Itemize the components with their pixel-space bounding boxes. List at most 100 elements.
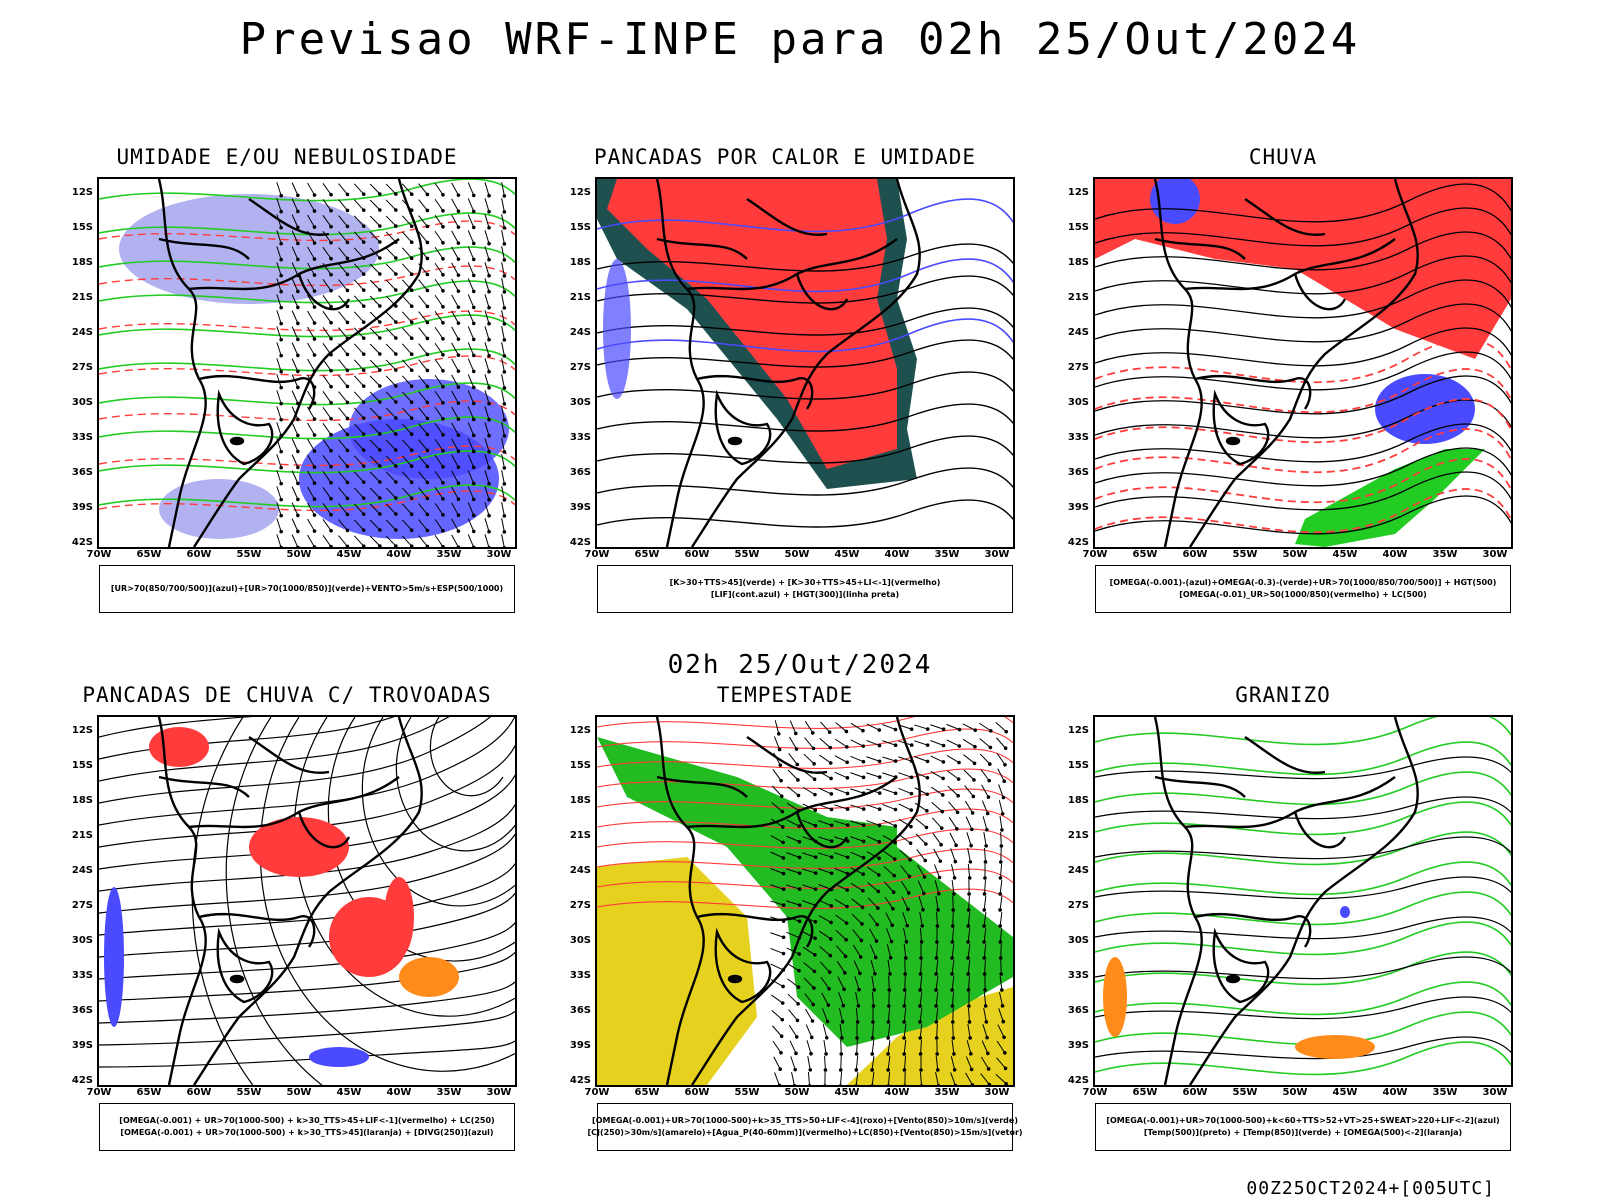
longitude-label: 55W	[236, 549, 262, 560]
longitude-label: 65W	[136, 1087, 162, 1098]
latitude-label: 36S	[71, 1005, 93, 1016]
longitude-label: 35W	[1432, 1087, 1458, 1098]
longitude-label: 35W	[1432, 549, 1458, 560]
latitude-label: 36S	[569, 467, 591, 478]
rh-low-level-contour	[99, 484, 515, 508]
lc-500-contour	[1095, 458, 1511, 504]
thickness-contour	[99, 355, 515, 377]
thickness-contour	[99, 400, 515, 422]
panel-legend: [UR>70(850/700/500)](azul)+[UR>70(1000/8…	[99, 565, 515, 613]
longitude-label: 60W	[1182, 1087, 1208, 1098]
temp-850-contour	[1095, 861, 1511, 896]
panel-title: GRANIZO	[1235, 683, 1331, 707]
latitude-label: 39S	[1067, 502, 1089, 513]
legend-line: [OMEGA(-0.001) + UR>70(1000-500) + k>30_…	[120, 1128, 494, 1137]
rh-high-area	[349, 379, 509, 479]
hgt-300-contour	[597, 243, 1013, 272]
latitude-label: 36S	[1067, 467, 1089, 478]
legend-line: [OMEGA(-0.01)_UR>50(1000/850)(vermelho) …	[1179, 590, 1427, 599]
latitude-label: 42S	[71, 537, 93, 548]
jet-250-yellow-area	[597, 857, 757, 1085]
longitude-label: 30W	[486, 549, 512, 560]
latitude-label: 12S	[569, 187, 591, 198]
latitude-label: 30S	[71, 397, 93, 408]
map-panel: GRANIZO 12S 15S 18S 21S 24S 27S 30S 33S 36S 39S 42S…	[1043, 683, 1523, 1158]
legend-line: [Temp(500)](preto) + [Temp(850)](verde) …	[1143, 1128, 1463, 1137]
longitude-label: 55W	[734, 549, 760, 560]
latitude-label: 33S	[569, 432, 591, 443]
longitude-label: 60W	[684, 1087, 710, 1098]
latitude-label: 18S	[71, 795, 93, 806]
map-frame	[595, 715, 1015, 1087]
hgt-500-contour	[1095, 303, 1511, 343]
temp-850-contour	[1095, 771, 1511, 806]
longitude-label: 50W	[784, 1087, 810, 1098]
latitude-label: 27S	[1067, 900, 1089, 911]
temp-500-contour	[1095, 756, 1511, 780]
latitude-label: 24S	[71, 327, 93, 338]
legend-line: [UR>70(850/700/500)](azul)+[UR>70(1000/8…	[110, 584, 504, 593]
longitude-label: 35W	[934, 1087, 960, 1098]
longitude-label: 65W	[1132, 549, 1158, 560]
temp-500-contour	[1095, 1036, 1511, 1060]
water-vapor-contour	[597, 848, 1013, 869]
hgt-300-contour	[597, 339, 1013, 368]
hgt-500-contour	[1095, 183, 1511, 223]
longitude-label: 40W	[386, 549, 412, 560]
forecast-map	[1095, 717, 1511, 1085]
longitude-label: 45W	[336, 549, 362, 560]
country-borders	[1153, 179, 1419, 547]
map-panel: PANCADAS DE CHUVA C/ TROVOADAS 12S 15S 18S 2…	[47, 683, 527, 1158]
low-center	[759, 997, 795, 1057]
temp-500-contour	[1095, 836, 1511, 860]
water-vapor-contour	[597, 888, 1013, 909]
latitude-label: 21S	[1067, 830, 1089, 841]
latitude-label: 33S	[569, 970, 591, 981]
water-vapor-contour	[597, 748, 1013, 769]
latitude-label: 30S	[569, 935, 591, 946]
panel-title: PANCADAS POR CALOR E UMIDADE	[593, 145, 976, 169]
longitude-label: 60W	[1182, 549, 1208, 560]
rh-low-level-contour	[99, 179, 515, 202]
panel-legend: [OMEGA(-0.001)+UR>70(1000-500)+k>35_TTS>…	[587, 1103, 1023, 1151]
hgt-500-contour	[1095, 495, 1511, 535]
latitude-label: 39S	[569, 502, 591, 513]
latitude-label: 42S	[569, 1075, 591, 1086]
panel-title: UMIDADE E/OU NEBULOSIDADE	[116, 145, 458, 169]
latitude-label: 39S	[569, 1040, 591, 1051]
latitude-label: 36S	[1067, 1005, 1089, 1016]
storm-red-area	[149, 727, 209, 767]
longitude-label: 45W	[1332, 549, 1358, 560]
longitude-label: 50W	[286, 1087, 312, 1098]
latitude-label: 33S	[71, 970, 93, 981]
rh-low-level-contour	[99, 314, 515, 338]
latitude-label: 12S	[1067, 725, 1089, 736]
thickness-contour	[99, 445, 515, 467]
lc-500-contour	[1095, 398, 1511, 444]
longitude-label: 70W	[584, 1087, 610, 1098]
hgt-300-contour	[597, 275, 1013, 304]
temp-850-contour	[1095, 981, 1511, 1016]
latitude-label: 27S	[71, 362, 93, 373]
longitude-label: 30W	[984, 1087, 1010, 1098]
latitude-label: 30S	[1067, 935, 1089, 946]
country-borders	[655, 717, 921, 1085]
temp-850-contour	[1095, 831, 1511, 866]
longitude-label: 30W	[1482, 1087, 1508, 1098]
temp-850-contour	[1095, 1041, 1511, 1076]
jet-250-yellow-area	[847, 987, 1013, 1085]
hgt-500-contour	[1095, 255, 1511, 295]
hgt-500-contour	[1095, 471, 1511, 511]
longitude-label: 40W	[386, 1087, 412, 1098]
temp-500-contour	[1095, 796, 1511, 820]
omega-500-orange-area	[1103, 957, 1127, 1037]
longitude-label: 60W	[684, 549, 710, 560]
legend-line: [OMEGA(-0.001)-(azul)+OMEGA(-0.3)-(verde…	[1109, 578, 1497, 587]
latitude-label: 15S	[569, 222, 591, 233]
map-frame	[97, 715, 517, 1087]
latitude-label: 15S	[71, 760, 93, 771]
longitude-label: 45W	[834, 1087, 860, 1098]
page-title: Previsao WRF-INPE para 02h 25/Out/2024	[239, 14, 1361, 65]
wind-850-green-area	[597, 737, 1013, 1047]
latitude-label: 30S	[71, 935, 93, 946]
